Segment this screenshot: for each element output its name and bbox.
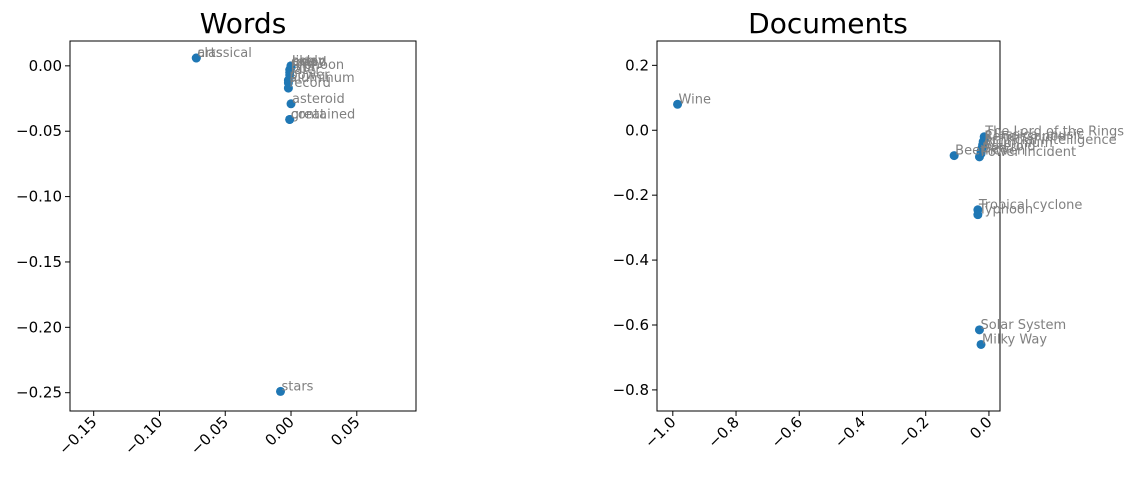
documents-panel: Documents −1.0 −0.8 −0.6 −0.4 −0.2 0.0 0.2 0.0… bbox=[613, 7, 1125, 452]
words-y-tick-label: −0.25 bbox=[16, 384, 62, 402]
documents-y-tick-label: −0.2 bbox=[613, 186, 649, 204]
documents-point-label: Bee bbox=[982, 142, 1007, 157]
documents-point-label: The Lord of the Rings bbox=[984, 125, 1124, 140]
documents-x-ticks: −1.0 −0.8 −0.6 −0.4 −0.2 0.0 bbox=[641, 411, 996, 452]
words-x-tick-label: −0.05 bbox=[187, 413, 232, 458]
documents-y-tick-label: 0.2 bbox=[625, 56, 649, 74]
words-point-label: aluminum bbox=[289, 71, 354, 86]
words-y-tick-label: −0.15 bbox=[16, 253, 62, 271]
words-point-label: rated bbox=[292, 55, 327, 70]
words-y-tick-label: −0.20 bbox=[16, 318, 62, 336]
documents-x-tick-label: −0.2 bbox=[894, 413, 932, 451]
words-y-tick-label: −0.05 bbox=[16, 122, 62, 140]
words-point-label: asteroid bbox=[292, 92, 345, 107]
documents-y-tick-label: −0.4 bbox=[613, 251, 649, 269]
documents-title: Documents bbox=[748, 7, 908, 40]
words-point bbox=[191, 53, 201, 63]
words-point-label: record bbox=[289, 76, 331, 91]
documents-point-label: Tropical cyclone bbox=[978, 198, 1083, 213]
documents-point-label: Aluminium bbox=[983, 136, 1053, 151]
words-point-label: later bbox=[291, 63, 322, 78]
documents-point bbox=[949, 151, 959, 161]
words-y-ticks: 0.00 −0.05 −0.10 −0.15 −0.20 −0.25 bbox=[16, 57, 70, 402]
documents-point-label: Typhoon bbox=[978, 203, 1033, 218]
documents-x-tick-label: −0.8 bbox=[704, 413, 742, 451]
documents-plot-frame bbox=[656, 40, 1001, 412]
documents-x-tick-label: −0.4 bbox=[831, 413, 869, 451]
words-point bbox=[286, 99, 296, 109]
documents-y-ticks: 0.2 0.0 −0.2 −0.4 −0.6 −0.8 bbox=[613, 56, 657, 399]
words-point-label: plot bbox=[291, 60, 316, 75]
documents-point bbox=[973, 210, 983, 220]
documents-y-tick-label: −0.6 bbox=[613, 316, 649, 334]
documents-x-tick-label: 0.0 bbox=[966, 413, 996, 443]
words-point-label: bee bbox=[292, 55, 316, 70]
words-x-tick-label: −0.10 bbox=[121, 413, 166, 458]
documents-point-label: Classical music bbox=[985, 128, 1084, 143]
words-point-label: likely bbox=[292, 54, 326, 69]
words-y-tick-label: 0.00 bbox=[29, 57, 62, 75]
documents-point-label: Wine bbox=[679, 92, 711, 107]
words-point-label: solar bbox=[292, 54, 324, 69]
documents-point-label: Artificial intelligence bbox=[984, 133, 1117, 148]
words-plot-frame bbox=[69, 40, 417, 412]
words-point-label: stars bbox=[281, 379, 313, 394]
words-point-label: classical bbox=[197, 46, 252, 61]
words-point-label: typhoon bbox=[291, 58, 344, 73]
documents-point-label: Milky Way bbox=[982, 332, 1047, 347]
words-point-label: arts bbox=[197, 46, 222, 61]
words-panel: Words −0.15 −0.10 −0.05 0.00 0.05 0.00−0.05−… bbox=[16, 7, 417, 458]
documents-point-label: Renaissance bbox=[984, 130, 1065, 145]
words-point-label: great bbox=[291, 107, 325, 122]
documents-point bbox=[974, 325, 984, 335]
words-point bbox=[283, 83, 293, 93]
documents-point-label: Beethoven bbox=[955, 144, 1025, 159]
documents-point-label: Asteroid bbox=[982, 139, 1036, 154]
documents-point bbox=[673, 99, 683, 109]
words-title: Words bbox=[200, 7, 287, 40]
words-point bbox=[275, 386, 285, 396]
documents-x-tick-label: −1.0 bbox=[641, 413, 679, 451]
words-x-ticks: −0.15 −0.10 −0.05 0.00 0.05 bbox=[55, 411, 364, 458]
words-x-tick-label: 0.05 bbox=[327, 413, 363, 449]
documents-point bbox=[976, 339, 986, 349]
words-point bbox=[285, 114, 295, 124]
documents-point-label: Solar System bbox=[980, 318, 1066, 333]
documents-y-tick-label: 0.0 bbox=[625, 121, 649, 139]
documents-point bbox=[974, 152, 984, 162]
words-x-tick-label: −0.15 bbox=[55, 413, 100, 458]
words-y-tick-label: −0.10 bbox=[16, 188, 62, 206]
words-point-label: contained bbox=[291, 107, 356, 122]
words-point-label: power bbox=[289, 68, 330, 83]
words-x-tick-label: 0.00 bbox=[261, 413, 297, 449]
documents-y-tick-label: −0.8 bbox=[613, 381, 649, 399]
documents-point-label: Power incident bbox=[980, 145, 1076, 160]
documents-x-tick-label: −0.6 bbox=[768, 413, 806, 451]
